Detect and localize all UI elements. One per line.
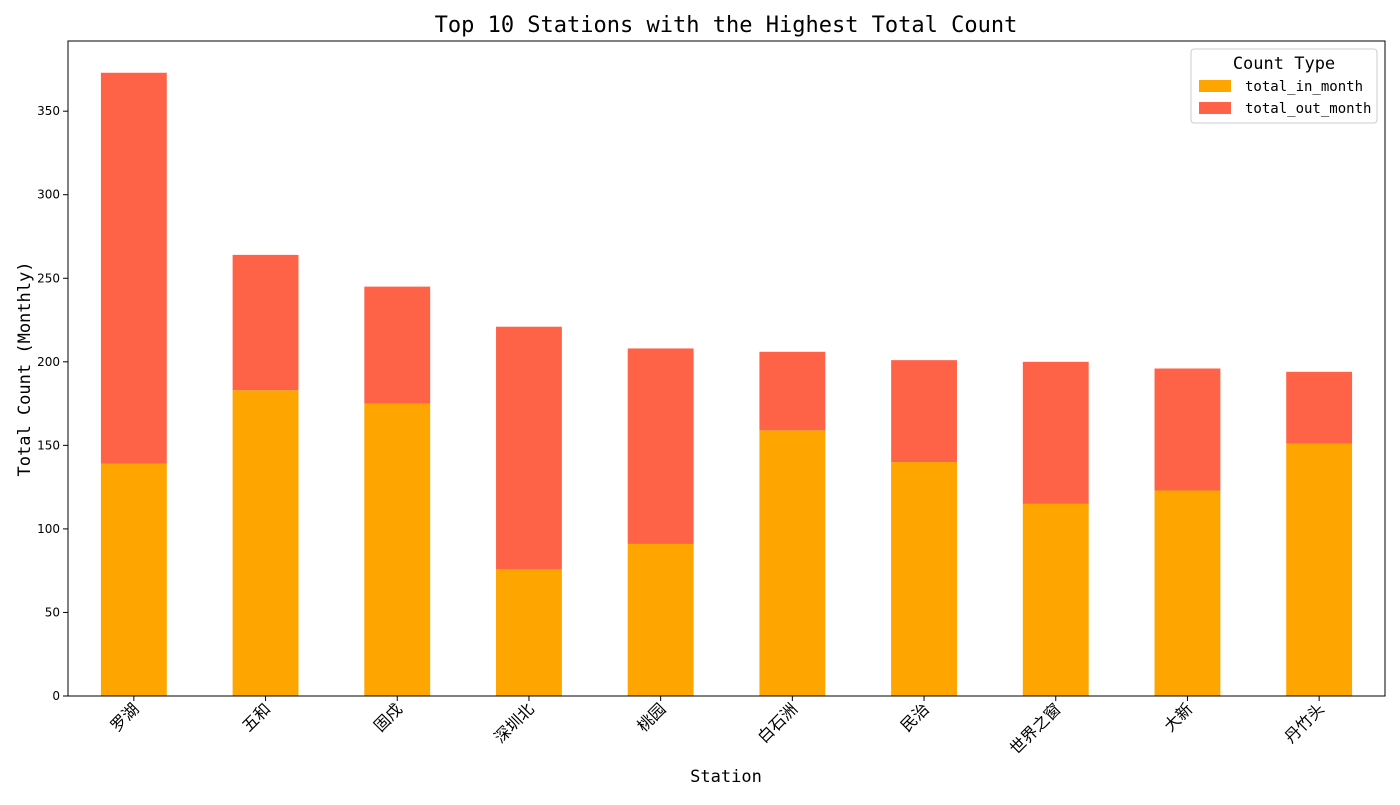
y-tick-label: 150	[37, 438, 60, 452]
bars-group	[100, 72, 1353, 696]
x-tick-label: 五和	[238, 699, 274, 735]
x-axis-ticks: 罗湖 五和 固戍 深圳北 桃园 白石洲 民治 世界之窗 大新 丹竹头	[107, 696, 1328, 758]
bar-total-in-month-1	[232, 390, 299, 696]
y-tick-label: 50	[45, 605, 60, 619]
bar-total-out-month-0	[100, 72, 167, 464]
bar-total-in-month-5	[759, 430, 826, 696]
bar-total-in-month-8	[1154, 490, 1221, 696]
y-axis-ticks: 0 50 100 150 200 250 300 350	[37, 104, 68, 703]
y-tick-label: 250	[37, 271, 60, 285]
x-tick-label: 民治	[897, 699, 933, 735]
bar-total-in-month-3	[496, 569, 562, 696]
y-tick-label: 300	[37, 188, 60, 202]
y-tick-label: 100	[37, 522, 60, 536]
bar-total-out-month-2	[364, 286, 431, 404]
bar-total-out-month-6	[891, 360, 957, 463]
legend-box	[1190, 48, 1378, 124]
y-tick-label: 0	[52, 689, 60, 703]
bar-total-in-month-6	[891, 462, 957, 696]
x-axis-label: Station	[690, 767, 762, 787]
chart-title: Top 10 Stations with the Highest Total C…	[435, 13, 1018, 38]
x-tick-label: 白石洲	[754, 699, 801, 746]
x-tick-label: 罗湖	[107, 699, 143, 735]
legend-title: Count Type	[1233, 54, 1335, 74]
bar-total-out-month-8	[1154, 368, 1221, 491]
legend-swatch-total-in-month	[1199, 80, 1231, 92]
bar-total-in-month-2	[364, 403, 431, 696]
bar-total-out-month-9	[1286, 371, 1353, 444]
legend-label-total-in-month: total_in_month	[1245, 79, 1363, 95]
x-tick-label: 丹竹头	[1281, 699, 1328, 746]
y-tick-label: 350	[37, 104, 60, 118]
x-tick-label: 深圳北	[490, 699, 537, 746]
bar-total-in-month-7	[1022, 503, 1089, 696]
bar-total-out-month-3	[496, 326, 562, 570]
x-tick-label: 桃园	[633, 699, 669, 735]
bar-total-out-month-4	[627, 348, 694, 544]
legend-swatch-total-out-month	[1199, 102, 1231, 114]
x-tick-label: 固戍	[370, 699, 406, 735]
y-axis-label: Total Count (Monthly)	[15, 262, 35, 477]
x-tick-label: 大新	[1160, 699, 1196, 735]
legend: Count Type total_in_month total_out_month	[1190, 48, 1378, 124]
bar-total-in-month-9	[1286, 443, 1353, 696]
plot-frame	[67, 40, 1386, 697]
bar-total-out-month-1	[232, 254, 299, 391]
y-tick-label: 200	[37, 355, 60, 369]
bar-total-out-month-7	[1022, 361, 1089, 504]
x-tick-label: 世界之窗	[1006, 699, 1065, 758]
bar-total-in-month-0	[100, 463, 167, 696]
bar-total-in-month-4	[627, 543, 694, 696]
bar-total-out-month-5	[759, 351, 826, 431]
legend-label-total-out-month: total_out_month	[1245, 101, 1371, 117]
